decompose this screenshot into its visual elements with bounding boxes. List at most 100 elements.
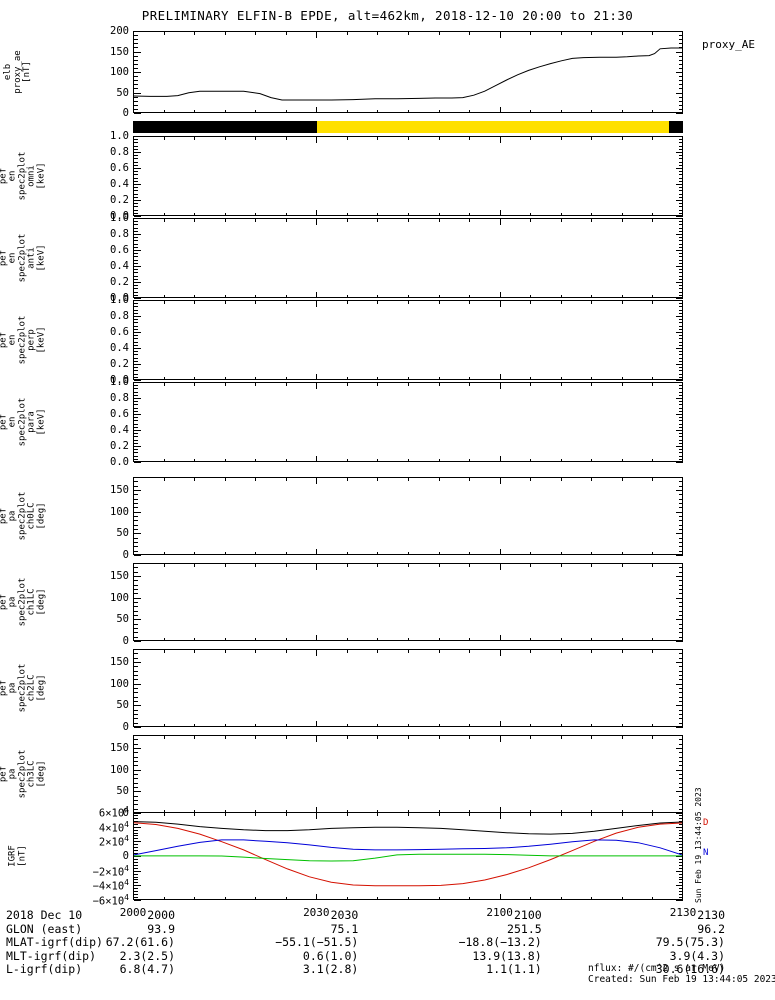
y-minor-tick <box>134 313 138 314</box>
x-minor-tick <box>530 724 531 727</box>
x-minor-tick <box>316 219 317 222</box>
x-minor-tick <box>408 638 409 641</box>
x-minor-tick <box>377 478 378 481</box>
x-minor-tick <box>316 552 317 555</box>
x-minor-tick <box>500 459 501 462</box>
x-minor-tick <box>347 32 348 35</box>
y-minor-tick <box>679 142 683 143</box>
x-minor-tick <box>652 724 653 727</box>
y-minor-tick <box>679 113 683 114</box>
y-minor-tick <box>134 551 138 552</box>
y-minor-tick <box>134 563 138 564</box>
y-minor-tick <box>679 580 683 581</box>
y-minor-tick <box>679 452 683 453</box>
x-minor-tick <box>561 219 562 222</box>
x-minor-tick <box>439 638 440 641</box>
y-minor-tick <box>134 377 138 378</box>
x-minor-tick <box>194 219 195 222</box>
x-minor-tick <box>500 638 501 641</box>
y-minor-tick <box>134 871 138 872</box>
ephemeris-cell: 30.6(16.6) <box>655 962 725 976</box>
y-minor-tick <box>679 503 683 504</box>
x-minor-tick <box>286 810 287 813</box>
x-minor-tick <box>652 137 653 140</box>
x-minor-tick <box>500 213 501 216</box>
x-minor-tick <box>164 32 165 35</box>
y-minor-tick <box>134 818 138 819</box>
x-major-tick <box>500 219 501 225</box>
y-minor-tick <box>134 237 138 238</box>
y-minor-tick <box>134 250 138 251</box>
y-minor-tick <box>679 824 683 825</box>
y-tick-label-7-3: 150 <box>110 570 129 582</box>
x-minor-tick <box>439 137 440 140</box>
x-major-tick <box>316 383 317 389</box>
y-minor-tick <box>679 206 683 207</box>
x-minor-tick <box>377 137 378 140</box>
y-minor-tick <box>134 266 138 267</box>
y-minor-tick <box>679 43 683 44</box>
x-minor-tick <box>561 552 562 555</box>
x-minor-tick <box>255 478 256 481</box>
x-minor-tick <box>316 137 317 140</box>
y-minor-tick <box>679 882 683 883</box>
y-minor-tick <box>679 456 683 457</box>
x-minor-tick <box>347 478 348 481</box>
x-minor-tick <box>622 32 623 35</box>
y-minor-tick <box>679 187 683 188</box>
y-minor-tick <box>134 427 138 428</box>
y-minor-tick <box>679 701 683 702</box>
x-minor-tick <box>469 301 470 304</box>
x-minor-tick <box>164 110 165 113</box>
y-minor-tick <box>134 332 138 333</box>
x-minor-tick <box>500 810 501 813</box>
y-minor-tick <box>679 316 683 317</box>
y-minor-tick <box>134 149 138 150</box>
x-major-tick <box>316 219 317 225</box>
x-minor-tick <box>530 478 531 481</box>
y-minor-tick <box>679 200 683 201</box>
y-minor-tick <box>679 628 683 629</box>
x-minor-tick <box>377 813 378 816</box>
x-minor-tick <box>591 552 592 555</box>
x-minor-tick <box>530 295 531 298</box>
y-minor-tick <box>134 395 138 396</box>
x-minor-tick <box>286 813 287 816</box>
x-minor-tick <box>194 213 195 216</box>
y-minor-tick <box>134 666 138 667</box>
y-minor-tick <box>134 234 138 235</box>
y-minor-tick <box>679 295 683 296</box>
y-minor-tick <box>679 761 683 762</box>
x-minor-tick <box>500 32 501 35</box>
y-minor-tick <box>134 72 138 73</box>
x-minor-tick <box>255 813 256 816</box>
y-minor-tick <box>134 171 138 172</box>
y-minor-tick <box>679 388 683 389</box>
y-minor-tick <box>679 285 683 286</box>
y-minor-tick <box>679 551 683 552</box>
y-minor-tick <box>134 385 138 386</box>
y-tick-label-0-3: 150 <box>110 45 129 58</box>
y-minor-tick <box>134 859 138 860</box>
x-minor-tick <box>561 650 562 653</box>
x-minor-tick <box>347 736 348 739</box>
x-minor-tick <box>500 110 501 113</box>
y-minor-tick <box>134 263 138 264</box>
x-minor-tick <box>652 478 653 481</box>
x-major-tick <box>316 650 317 656</box>
ephemeris-cell: 2100 <box>513 908 542 922</box>
x-minor-tick <box>439 813 440 816</box>
y-minor-tick <box>679 871 683 872</box>
y-axis-label-10: IGRF [nT] <box>7 845 28 867</box>
y-tick-label-6-0: 0 <box>122 549 129 561</box>
y-tick-label-4-5: 1.0 <box>110 294 129 306</box>
x-minor-tick <box>439 650 440 653</box>
ephemeris-cell: −55.1(−51.5) <box>275 935 359 949</box>
x-major-tick <box>316 813 317 819</box>
y-minor-tick <box>134 815 138 816</box>
y-minor-tick <box>679 507 683 508</box>
x-minor-tick <box>225 383 226 386</box>
y-minor-tick <box>679 152 683 153</box>
x-minor-tick <box>286 650 287 653</box>
x-minor-tick <box>591 110 592 113</box>
